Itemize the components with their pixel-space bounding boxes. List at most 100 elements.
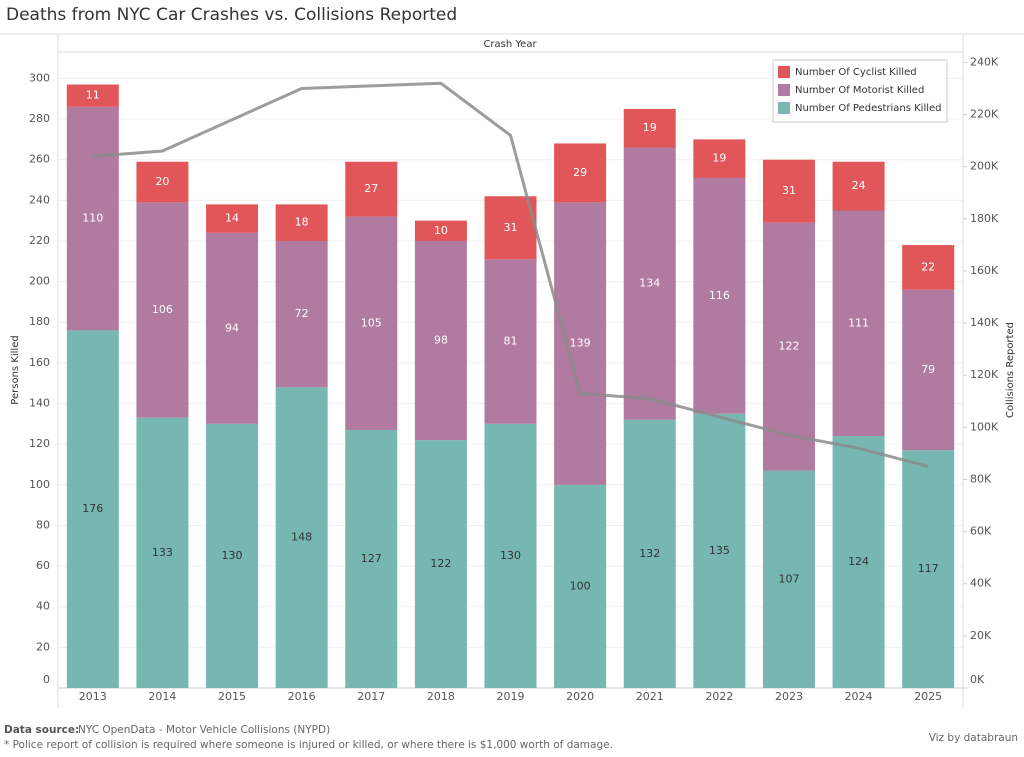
y-tick-label: 240 <box>29 193 50 206</box>
data-label: 31 <box>782 184 796 197</box>
note: * Police report of collision is required… <box>4 739 613 751</box>
legend-swatch <box>778 66 790 78</box>
y-tick-label: 260 <box>29 153 50 166</box>
bar-segment <box>554 484 607 688</box>
y-tick-label: 100 <box>29 478 50 491</box>
x-tick-label: 2014 <box>148 690 176 703</box>
bar-segment <box>414 440 467 688</box>
data-label: 133 <box>152 546 173 559</box>
legend-label: Number Of Cyclist Killed <box>795 67 917 78</box>
data-label: 18 <box>295 216 309 229</box>
x-tick-label: 2020 <box>566 690 594 703</box>
y-axis-title: Persons Killed <box>10 335 21 404</box>
bar-segment <box>414 240 467 441</box>
bar-segment <box>693 177 746 414</box>
x-tick-label: 2019 <box>497 690 525 703</box>
bar-segment <box>206 204 259 233</box>
y-tick-label: 0 <box>43 673 50 686</box>
bar-segment <box>693 139 746 178</box>
x-tick-label: 2015 <box>218 690 246 703</box>
line-series <box>92 81 929 468</box>
y2-tick-label: 40K <box>970 577 992 590</box>
y-tick-label: 160 <box>29 356 50 369</box>
x-tick-label: 2016 <box>288 690 316 703</box>
legend-box <box>772 59 948 123</box>
data-label: 10 <box>434 224 448 237</box>
y-tick-label: 60 <box>36 559 50 572</box>
legend-label: Number Of Pedestrians Killed <box>795 103 942 114</box>
bar-segment <box>66 330 119 688</box>
x-axis-title: Crash Year <box>483 39 537 50</box>
y2-tick-label: 220K <box>970 108 999 121</box>
data-label: 132 <box>639 547 660 560</box>
data-label: 79 <box>921 363 935 376</box>
bar-segment <box>206 232 259 424</box>
data-label: 110 <box>82 212 103 225</box>
data-label: 130 <box>222 549 243 562</box>
data-label: 81 <box>504 335 518 348</box>
bar-segment <box>136 202 189 418</box>
data-label: 94 <box>225 321 239 334</box>
data-label: 122 <box>778 340 799 353</box>
y2-tick-label: 20K <box>970 629 992 642</box>
bar-segment <box>206 423 259 688</box>
x-tick-label: 2023 <box>775 690 803 703</box>
bar-segment <box>902 245 955 290</box>
legend-swatch <box>778 102 790 114</box>
legend-swatch <box>778 84 790 96</box>
credit: Viz by databraun <box>929 732 1018 744</box>
data-label: 117 <box>918 562 939 575</box>
y-tick-label: 200 <box>29 275 50 288</box>
y-tick-label: 20 <box>36 640 50 653</box>
bar-segment <box>902 289 955 451</box>
y2-axis-title: Collisions Reported <box>1005 322 1016 418</box>
data-label: 27 <box>364 182 378 195</box>
x-tick-label: 2018 <box>427 690 455 703</box>
data-label: 107 <box>778 572 799 585</box>
data-label: 130 <box>500 549 521 562</box>
bar-segment <box>414 220 467 241</box>
y2-tick-label: 140K <box>970 316 999 329</box>
bar-segment <box>623 147 676 420</box>
bar-segment <box>832 436 885 688</box>
data-label: 122 <box>430 557 451 570</box>
data-label: 20 <box>155 175 169 188</box>
legend-label: Number Of Motorist Killed <box>795 85 924 96</box>
x-tick-label: 2017 <box>357 690 385 703</box>
data-label: 19 <box>712 152 726 165</box>
y2-tick-label: 240K <box>970 55 999 68</box>
bar-segment <box>554 202 607 485</box>
y2-tick-label: 0K <box>970 673 985 686</box>
data-label: 148 <box>291 531 312 544</box>
y-tick-label: 220 <box>29 234 50 247</box>
data-label: 111 <box>848 316 869 329</box>
y2-tick-label: 100K <box>970 420 999 433</box>
bar-segment <box>484 423 537 688</box>
data-label: 72 <box>295 307 309 320</box>
data-label: 127 <box>361 552 382 565</box>
bar-segment <box>345 216 398 430</box>
y-tick-label: 40 <box>36 600 50 613</box>
bar-segment <box>554 143 607 203</box>
x-tick-label: 2013 <box>79 690 107 703</box>
x-tick-label: 2024 <box>845 690 873 703</box>
data-label: 24 <box>852 179 866 192</box>
y-tick-label: 180 <box>29 315 50 328</box>
bar-segment <box>623 108 676 148</box>
y-tick-label: 120 <box>29 437 50 450</box>
y2-tick-label: 160K <box>970 264 999 277</box>
data-label: 105 <box>361 316 382 329</box>
y2-tick-label: 60K <box>970 525 992 538</box>
bar-segment <box>762 159 815 223</box>
data-label: 19 <box>643 121 657 134</box>
bar-segment <box>275 387 328 688</box>
data-label: 98 <box>434 334 448 347</box>
bar-segment <box>623 419 676 688</box>
y-tick-label: 140 <box>29 397 50 410</box>
bar-segment <box>484 259 537 424</box>
y-tick-label: 300 <box>29 71 50 84</box>
source: NYC OpenData - Motor Vehicle Collisions … <box>78 724 330 736</box>
bar-segment <box>136 417 189 688</box>
bar-segment <box>66 84 119 107</box>
